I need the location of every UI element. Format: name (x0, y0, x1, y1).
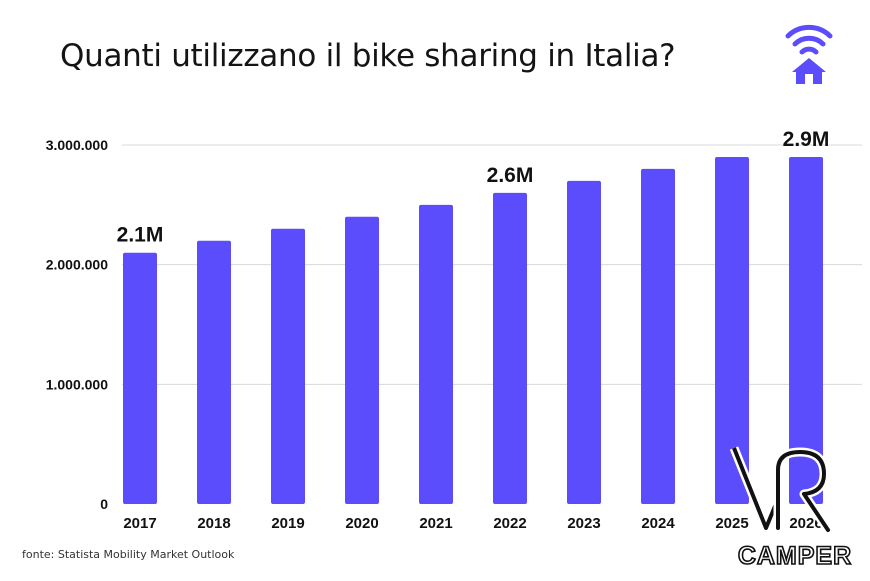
bars (123, 156, 823, 505)
y-tick-label: 3.000.000 (46, 137, 108, 153)
y-axis-tick-labels: 0 1.000.000 2.000.000 3.000.000 (46, 137, 109, 512)
data-label: 2.6M (487, 164, 534, 187)
x-tick-label: 2021 (419, 515, 452, 532)
wifi-home-icon (785, 24, 833, 84)
x-tick-label: 2022 (493, 515, 526, 532)
data-label: 2.9M (783, 128, 830, 151)
x-tick-label: 2018 (197, 515, 230, 532)
source-note: fonte: Statista Mobility Market Outlook (22, 548, 235, 561)
bar-2017 (123, 252, 157, 504)
y-tick-label: 1.000.000 (46, 376, 108, 392)
bar-2018 (197, 240, 231, 504)
bar-2021 (419, 204, 453, 505)
y-tick-label: 0 (100, 496, 108, 512)
logo-text: CAMPER (738, 542, 852, 570)
bar-2020 (345, 216, 379, 505)
bar-2024 (641, 168, 675, 504)
data-labels: 2.1M 2.6M 2.9M (117, 128, 830, 247)
bar-2019 (271, 228, 305, 504)
bar-2023 (567, 180, 601, 504)
bar-2025 (715, 156, 749, 504)
x-tick-label: 2023 (567, 515, 600, 532)
x-tick-label: 2024 (641, 515, 675, 532)
x-tick-label: 2017 (123, 515, 156, 532)
x-tick-label: 2020 (345, 515, 378, 532)
x-axis-tick-labels: 2017 2018 2019 2020 2021 2022 2023 2024 2025 2026 (123, 515, 822, 532)
chart-title: Quanti utilizzano il bike sharing in Ita… (60, 38, 676, 74)
data-label: 2.1M (117, 224, 164, 247)
vr-camper-logo: CAMPER (729, 446, 852, 571)
x-tick-label: 2025 (715, 515, 748, 532)
bar-2022 (493, 192, 527, 504)
bar-2026 (789, 156, 823, 504)
y-tick-label: 2.000.000 (46, 257, 108, 273)
x-tick-label: 2019 (271, 515, 304, 532)
x-tick-label: 2026 (789, 515, 822, 532)
